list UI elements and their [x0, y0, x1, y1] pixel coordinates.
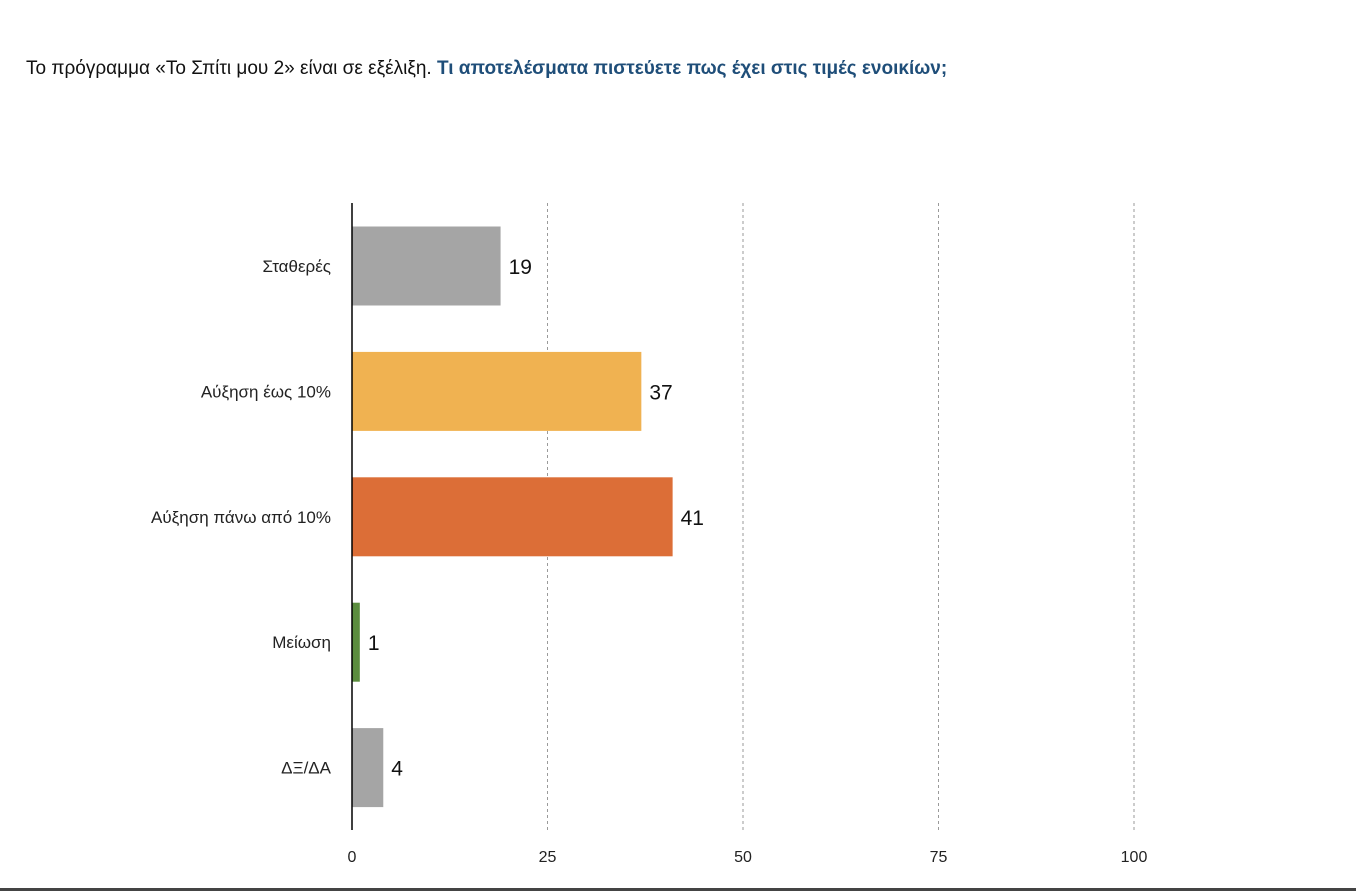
x-tick-label: 50	[734, 849, 752, 866]
data-label: 41	[681, 507, 704, 530]
x-tick-label: 0	[348, 849, 357, 866]
category-label: Αύξηση έως 10%	[201, 382, 331, 401]
bar	[352, 602, 360, 682]
data-label: 19	[509, 256, 532, 279]
data-label: 1	[368, 632, 380, 655]
title-question: Τι αποτελέσματα πιστεύετε πως έχει στις …	[436, 58, 948, 79]
x-tick-label: 100	[1121, 849, 1148, 866]
x-tick-label: 75	[930, 849, 948, 866]
bottom-rule	[0, 888, 1356, 891]
category-label: ΔΞ/ΔΑ	[281, 759, 331, 778]
data-label: 37	[649, 381, 672, 404]
category-label: Σταθερές	[263, 257, 331, 276]
x-tick-label: 25	[539, 849, 557, 866]
bar	[352, 477, 673, 557]
title-lead: Το πρόγραμμα «Το Σπίτι μου 2» είναι σε ε…	[26, 58, 432, 79]
bar	[352, 351, 642, 431]
bar	[352, 728, 384, 808]
bar	[352, 226, 501, 306]
category-label: Μείωση	[272, 633, 331, 652]
chart-title: Το πρόγραμμα «Το Σπίτι μου 2» είναι σε ε…	[26, 58, 947, 80]
data-label: 4	[391, 758, 403, 781]
category-label: Αύξηση πάνω από 10%	[151, 508, 331, 527]
